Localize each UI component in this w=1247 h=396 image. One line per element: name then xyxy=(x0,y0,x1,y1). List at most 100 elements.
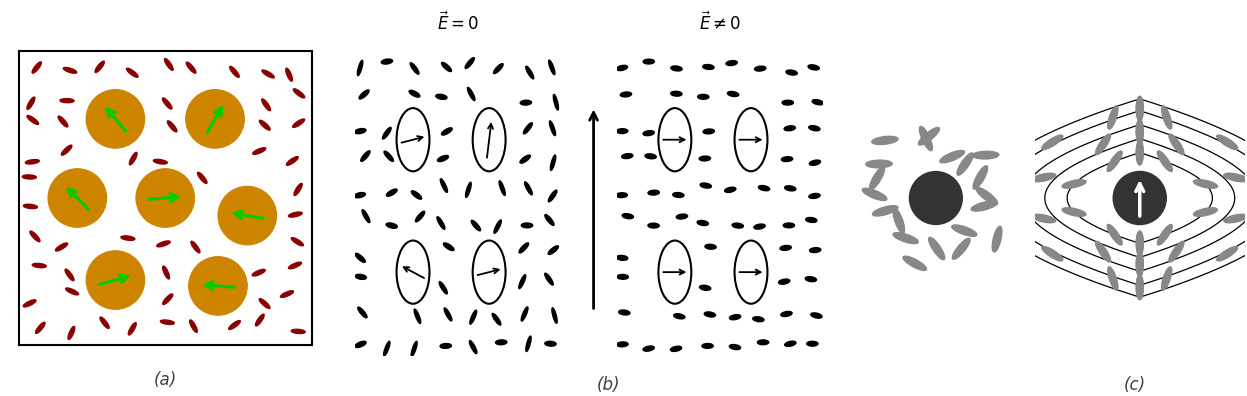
Ellipse shape xyxy=(469,341,476,354)
Ellipse shape xyxy=(757,340,768,345)
Circle shape xyxy=(47,169,107,227)
Ellipse shape xyxy=(729,314,741,320)
Ellipse shape xyxy=(360,151,370,162)
Ellipse shape xyxy=(294,183,302,196)
Ellipse shape xyxy=(526,66,534,79)
Ellipse shape xyxy=(520,155,530,163)
Ellipse shape xyxy=(673,314,685,319)
Ellipse shape xyxy=(973,166,988,189)
Text: $\vec{E}=0$: $\vec{E}=0$ xyxy=(438,12,479,34)
Ellipse shape xyxy=(439,282,448,294)
Ellipse shape xyxy=(1041,247,1062,261)
Ellipse shape xyxy=(256,314,264,326)
Ellipse shape xyxy=(781,246,792,250)
Ellipse shape xyxy=(809,248,821,253)
Ellipse shape xyxy=(976,188,998,205)
Ellipse shape xyxy=(259,120,271,130)
Ellipse shape xyxy=(617,274,628,279)
Ellipse shape xyxy=(65,269,74,281)
Ellipse shape xyxy=(622,154,633,158)
Ellipse shape xyxy=(59,116,67,127)
Circle shape xyxy=(909,171,963,225)
Ellipse shape xyxy=(259,299,271,308)
Ellipse shape xyxy=(1136,231,1143,255)
Ellipse shape xyxy=(971,201,996,211)
Ellipse shape xyxy=(700,285,711,290)
Ellipse shape xyxy=(524,123,532,134)
Ellipse shape xyxy=(671,91,682,96)
Ellipse shape xyxy=(288,212,302,217)
Ellipse shape xyxy=(440,179,448,192)
Ellipse shape xyxy=(808,65,819,70)
Circle shape xyxy=(186,89,244,148)
Ellipse shape xyxy=(262,99,271,110)
Ellipse shape xyxy=(521,307,527,321)
Ellipse shape xyxy=(811,313,822,318)
Ellipse shape xyxy=(494,220,501,233)
Ellipse shape xyxy=(162,266,170,279)
Ellipse shape xyxy=(359,90,369,99)
Ellipse shape xyxy=(61,145,72,155)
Ellipse shape xyxy=(358,60,363,76)
Ellipse shape xyxy=(27,116,39,124)
Ellipse shape xyxy=(186,62,196,73)
Ellipse shape xyxy=(354,192,365,198)
Circle shape xyxy=(86,89,145,148)
Ellipse shape xyxy=(1136,252,1143,276)
Ellipse shape xyxy=(671,66,682,71)
Ellipse shape xyxy=(705,244,716,249)
Ellipse shape xyxy=(286,68,293,81)
Ellipse shape xyxy=(726,61,737,66)
Ellipse shape xyxy=(782,157,793,162)
Ellipse shape xyxy=(702,344,713,348)
Ellipse shape xyxy=(903,256,927,270)
Ellipse shape xyxy=(1217,247,1238,261)
Ellipse shape xyxy=(991,174,1016,182)
Ellipse shape xyxy=(55,243,67,251)
Ellipse shape xyxy=(806,277,817,282)
Ellipse shape xyxy=(252,269,266,276)
Ellipse shape xyxy=(993,226,1001,252)
Ellipse shape xyxy=(778,279,789,284)
Ellipse shape xyxy=(95,61,105,72)
Ellipse shape xyxy=(734,108,767,171)
Ellipse shape xyxy=(550,121,556,135)
Ellipse shape xyxy=(645,154,656,159)
Ellipse shape xyxy=(658,240,691,304)
Ellipse shape xyxy=(697,94,708,99)
Ellipse shape xyxy=(471,220,480,231)
Ellipse shape xyxy=(197,172,207,183)
Ellipse shape xyxy=(754,66,766,71)
Ellipse shape xyxy=(24,204,37,209)
Ellipse shape xyxy=(1136,231,1143,255)
Ellipse shape xyxy=(648,223,660,228)
Ellipse shape xyxy=(658,108,691,171)
Ellipse shape xyxy=(1168,242,1183,262)
Ellipse shape xyxy=(865,160,892,168)
Ellipse shape xyxy=(973,151,999,159)
Ellipse shape xyxy=(525,182,532,195)
Ellipse shape xyxy=(384,151,394,162)
Ellipse shape xyxy=(292,238,303,246)
Ellipse shape xyxy=(862,188,887,200)
Ellipse shape xyxy=(1136,96,1143,121)
Ellipse shape xyxy=(671,346,682,351)
Ellipse shape xyxy=(781,311,792,316)
Ellipse shape xyxy=(465,58,474,69)
Ellipse shape xyxy=(929,237,945,260)
Circle shape xyxy=(218,186,277,245)
Ellipse shape xyxy=(783,223,794,228)
Ellipse shape xyxy=(782,100,793,105)
Ellipse shape xyxy=(809,126,821,131)
Ellipse shape xyxy=(410,63,419,74)
Ellipse shape xyxy=(1031,214,1056,223)
Ellipse shape xyxy=(521,223,532,228)
Ellipse shape xyxy=(354,129,365,134)
Ellipse shape xyxy=(643,131,655,136)
Ellipse shape xyxy=(32,263,46,268)
Ellipse shape xyxy=(807,341,818,346)
Ellipse shape xyxy=(191,241,200,253)
Ellipse shape xyxy=(622,213,633,219)
Ellipse shape xyxy=(554,95,559,110)
Ellipse shape xyxy=(732,223,743,228)
